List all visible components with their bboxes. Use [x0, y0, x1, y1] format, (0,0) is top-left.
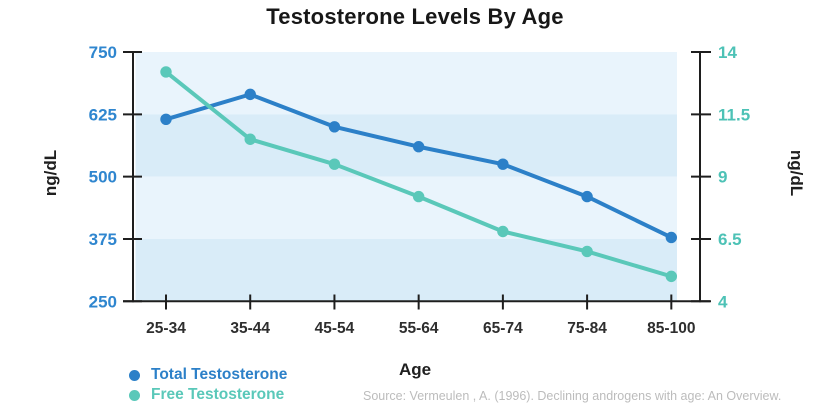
y-axis-left-tick-label: 375: [89, 230, 117, 249]
x-axis-tick-label: 45-54: [315, 320, 355, 337]
x-axis-title: Age: [398, 360, 432, 379]
source-citation: Source: Vermeulen , A. (1996). Declining…: [363, 389, 782, 403]
data-point-total-testosterone-35-44: [244, 88, 256, 101]
legend-label-free: Free Testosterone: [151, 386, 285, 403]
x-axis-tick-label: 55-64: [399, 320, 439, 337]
data-point-free-testosterone-75-84: [581, 245, 593, 258]
y-axis-right-tick-label: 14: [718, 43, 737, 62]
y-axis-left-tick-label: 250: [89, 292, 117, 311]
y-axis-right-tick-label: 11.5: [718, 105, 750, 124]
x-axis-tick-label: 75-84: [567, 320, 607, 337]
y-axis-right-tick-label: 4: [718, 292, 728, 311]
data-point-free-testosterone-35-44: [244, 133, 256, 145]
data-point-total-testosterone-45-54: [328, 121, 341, 133]
legend-dot-free-icon: [129, 389, 140, 401]
data-point-free-testosterone-65-74: [497, 225, 509, 238]
x-axis-tick-label: 35-44: [230, 320, 270, 337]
y-axis-right-tick-label: 6.5: [718, 230, 742, 249]
left-axis-title: ng/dL: [41, 149, 60, 197]
data-point-free-testosterone-45-54: [328, 158, 341, 170]
data-point-total-testosterone-55-64: [412, 141, 425, 153]
legend: Total Testosterone Free Testosterone: [129, 365, 287, 405]
data-point-free-testosterone-55-64: [412, 190, 425, 203]
legend-label-total: Total Testosterone: [151, 366, 288, 383]
legend-item-free-testosterone: Free Testosterone: [129, 385, 287, 405]
x-axis-tick-label: 65-74: [483, 320, 523, 337]
y-axis-left-tick-label: 625: [89, 105, 117, 124]
data-point-total-testosterone-85-100: [665, 231, 678, 244]
x-axis-tick-label: 85-100: [647, 320, 695, 337]
data-point-free-testosterone-85-100: [665, 270, 678, 283]
plot-band: [135, 52, 677, 115]
data-point-total-testosterone-25-34: [160, 113, 172, 126]
y-axis-left-tick-label: 500: [89, 168, 117, 187]
data-point-free-testosterone-25-34: [160, 66, 172, 78]
data-point-total-testosterone-65-74: [497, 158, 509, 170]
plot-band: [135, 176, 677, 239]
plot-band: [135, 238, 677, 302]
x-axis-tick-label: 25-34: [146, 320, 186, 337]
right-axis-title: ng/dL: [787, 149, 806, 197]
chart-title: Testosterone Levels By Age: [266, 4, 564, 29]
y-axis-left-tick-label: 750: [89, 43, 117, 62]
legend-item-total-testosterone: Total Testosterone: [129, 365, 287, 385]
data-point-total-testosterone-75-84: [581, 190, 593, 203]
y-axis-right-tick-label: 9: [718, 168, 727, 187]
legend-dot-total-icon: [129, 369, 140, 381]
